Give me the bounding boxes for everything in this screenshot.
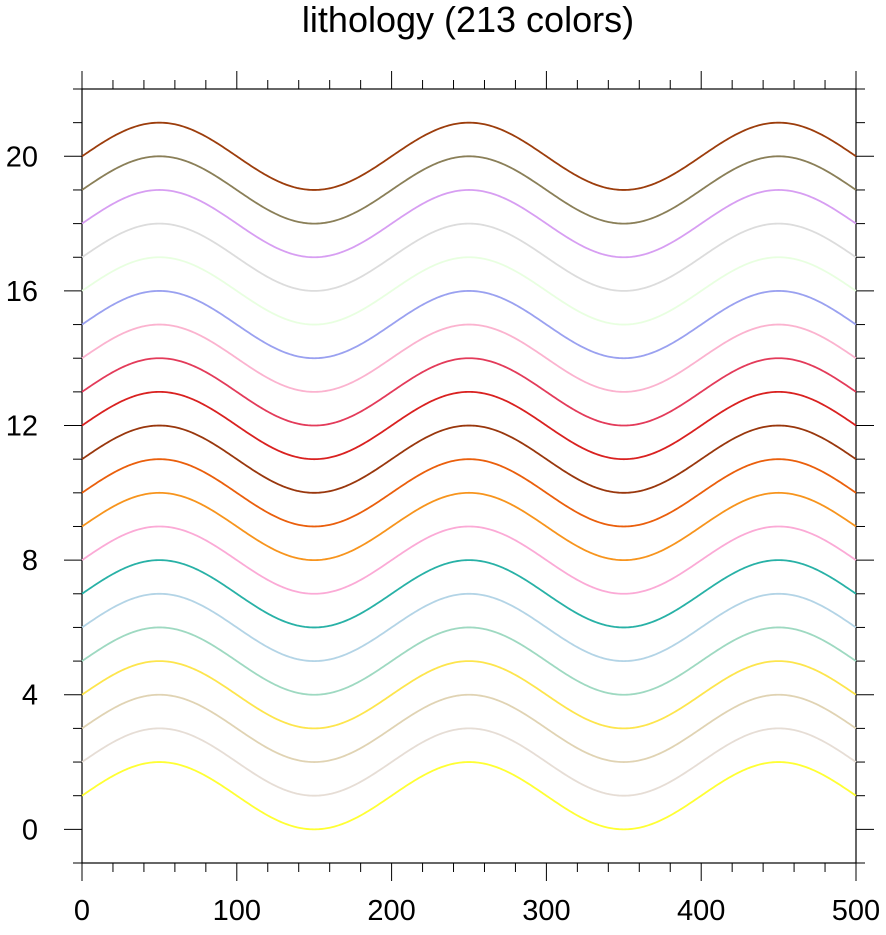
series-line-5 <box>81 626 857 696</box>
axis-ticks <box>64 71 874 881</box>
y-tick-label: 12 <box>6 411 38 443</box>
series-line-2 <box>81 727 857 797</box>
series-line-17 <box>81 222 857 292</box>
series-line-10 <box>81 458 857 528</box>
series-line-9 <box>81 491 857 562</box>
series-line-19 <box>81 155 857 225</box>
series-line-7 <box>81 559 857 629</box>
x-tick-label: 200 <box>367 895 415 927</box>
series-line-1 <box>81 761 857 831</box>
series-line-12 <box>81 390 857 461</box>
series-line-16 <box>81 256 857 326</box>
chart-title: lithology (213 colors) <box>302 0 634 40</box>
x-tick-label: 500 <box>832 895 880 927</box>
series-line-18 <box>81 189 857 259</box>
y-tick-label: 0 <box>22 814 38 846</box>
series-line-8 <box>81 525 857 595</box>
series-line-20 <box>81 121 857 191</box>
series-line-15 <box>81 290 857 360</box>
series-line-3 <box>81 693 857 763</box>
y-tick-label: 20 <box>6 141 38 173</box>
y-tick-label: 8 <box>22 545 38 577</box>
x-tick-label: 400 <box>677 895 725 927</box>
plot-frame <box>81 88 857 864</box>
series-line-4 <box>81 660 857 730</box>
x-tick-label: 300 <box>522 895 570 927</box>
series-line-11 <box>81 424 857 494</box>
y-tick-label: 16 <box>6 276 38 308</box>
y-tick-label: 4 <box>22 680 38 712</box>
series-line-13 <box>81 357 857 427</box>
x-tick-label: 0 <box>74 895 90 927</box>
series-line-14 <box>81 323 857 393</box>
tick-labels: 0 100 200 300 400 500 0 4 8 12 16 20 <box>6 141 880 927</box>
x-tick-label: 100 <box>213 895 261 927</box>
series-line-6 <box>81 592 857 662</box>
series-group <box>81 121 857 831</box>
